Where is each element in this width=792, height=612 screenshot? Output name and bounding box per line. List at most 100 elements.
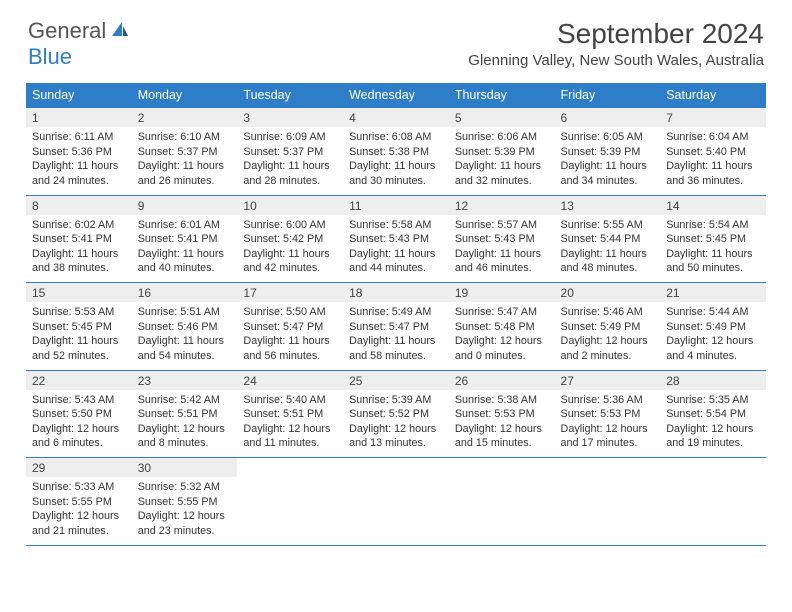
daylight-line: and 48 minutes. (561, 261, 655, 276)
sunset-line: Sunset: 5:43 PM (455, 232, 549, 247)
sunrise-line: Sunrise: 5:44 AM (666, 305, 760, 320)
daylight-line: Daylight: 12 hours (32, 422, 126, 437)
day-info-cell: Sunrise: 5:43 AMSunset: 5:50 PMDaylight:… (26, 390, 132, 458)
daylight-line: and 52 minutes. (32, 349, 126, 364)
daylight-line: and 19 minutes. (666, 436, 760, 451)
day-number-cell (660, 458, 766, 478)
daylight-line: Daylight: 11 hours (561, 247, 655, 262)
day-number-cell: 2 (132, 108, 238, 128)
day-info-cell: Sunrise: 6:09 AMSunset: 5:37 PMDaylight:… (237, 127, 343, 195)
sunrise-line: Sunrise: 6:02 AM (32, 218, 126, 233)
daylight-line: and 36 minutes. (666, 174, 760, 189)
day-info-cell: Sunrise: 6:10 AMSunset: 5:37 PMDaylight:… (132, 127, 238, 195)
day-number-cell: 29 (26, 458, 132, 478)
sunrise-line: Sunrise: 5:40 AM (243, 393, 337, 408)
sunrise-line: Sunrise: 6:11 AM (32, 130, 126, 145)
daylight-line: Daylight: 12 hours (138, 509, 232, 524)
daylight-line: Daylight: 11 hours (349, 159, 443, 174)
sunrise-line: Sunrise: 5:58 AM (349, 218, 443, 233)
day-info-cell: Sunrise: 5:33 AMSunset: 5:55 PMDaylight:… (26, 477, 132, 545)
daylight-line: and 24 minutes. (32, 174, 126, 189)
daylight-line: and 44 minutes. (349, 261, 443, 276)
sunset-line: Sunset: 5:49 PM (666, 320, 760, 335)
daylight-line: and 30 minutes. (349, 174, 443, 189)
day-number-cell: 5 (449, 108, 555, 128)
logo-text-blue: Blue (28, 44, 72, 69)
daylight-line: Daylight: 12 hours (666, 422, 760, 437)
daylight-line: Daylight: 12 hours (349, 422, 443, 437)
day-info-cell: Sunrise: 5:49 AMSunset: 5:47 PMDaylight:… (343, 302, 449, 370)
day-number-cell: 27 (555, 370, 661, 390)
daylight-line: Daylight: 11 hours (561, 159, 655, 174)
daylight-line: and 8 minutes. (138, 436, 232, 451)
daylight-line: and 15 minutes. (455, 436, 549, 451)
sunrise-line: Sunrise: 5:51 AM (138, 305, 232, 320)
daylight-line: Daylight: 12 hours (561, 422, 655, 437)
sunrise-line: Sunrise: 6:10 AM (138, 130, 232, 145)
sunset-line: Sunset: 5:39 PM (455, 145, 549, 160)
day-info-cell: Sunrise: 5:44 AMSunset: 5:49 PMDaylight:… (660, 302, 766, 370)
day-number-cell: 10 (237, 195, 343, 215)
daylight-line: and 26 minutes. (138, 174, 232, 189)
day-number-cell: 23 (132, 370, 238, 390)
day-number-cell: 24 (237, 370, 343, 390)
daylight-line: and 40 minutes. (138, 261, 232, 276)
day-number-cell: 22 (26, 370, 132, 390)
day-number-cell: 20 (555, 283, 661, 303)
sunset-line: Sunset: 5:49 PM (561, 320, 655, 335)
day-number-cell: 6 (555, 108, 661, 128)
daylight-line: and 0 minutes. (455, 349, 549, 364)
day-info-cell: Sunrise: 6:05 AMSunset: 5:39 PMDaylight:… (555, 127, 661, 195)
daynum-row: 15161718192021 (26, 283, 766, 303)
sunrise-line: Sunrise: 5:36 AM (561, 393, 655, 408)
day-number-cell: 28 (660, 370, 766, 390)
sunset-line: Sunset: 5:53 PM (455, 407, 549, 422)
day-number-cell: 8 (26, 195, 132, 215)
day-number-cell: 25 (343, 370, 449, 390)
daylight-line: Daylight: 12 hours (455, 422, 549, 437)
daylight-line: Daylight: 11 hours (349, 247, 443, 262)
day-info-cell: Sunrise: 5:47 AMSunset: 5:48 PMDaylight:… (449, 302, 555, 370)
sunset-line: Sunset: 5:37 PM (138, 145, 232, 160)
day-number-cell: 14 (660, 195, 766, 215)
sunset-line: Sunset: 5:41 PM (138, 232, 232, 247)
day-info-cell: Sunrise: 6:11 AMSunset: 5:36 PMDaylight:… (26, 127, 132, 195)
sunset-line: Sunset: 5:36 PM (32, 145, 126, 160)
sunrise-line: Sunrise: 6:00 AM (243, 218, 337, 233)
day-number-cell (555, 458, 661, 478)
daylight-line: and 21 minutes. (32, 524, 126, 539)
daynum-row: 1234567 (26, 108, 766, 128)
info-row: Sunrise: 6:02 AM Sunset: 5:41 PM Daylight:… (26, 215, 766, 283)
daylight-line: Daylight: 11 hours (32, 159, 126, 174)
day-info-cell: Sunrise: 5:35 AMSunset: 5:54 PMDaylight:… (660, 390, 766, 458)
col-monday: Monday (132, 83, 238, 108)
logo: General (28, 18, 132, 44)
day-info-cell: Sunrise: 6:01 AMSunset: 5:41 PMDaylight:… (132, 215, 238, 283)
day-number-cell (449, 458, 555, 478)
day-number-cell: 7 (660, 108, 766, 128)
daylight-line: and 28 minutes. (243, 174, 337, 189)
day-info-cell: Sunrise: 5:38 AMSunset: 5:53 PMDaylight:… (449, 390, 555, 458)
sunset-line: Sunset: 5:51 PM (243, 407, 337, 422)
day-info-cell: Sunrise: 6:06 AMSunset: 5:39 PMDaylight:… (449, 127, 555, 195)
sunrise-line: Sunrise: 5:43 AM (32, 393, 126, 408)
sunset-line: Sunset: 5:51 PM (138, 407, 232, 422)
daylight-line: Daylight: 11 hours (666, 247, 760, 262)
day-number-cell: 21 (660, 283, 766, 303)
sunrise-line: Sunrise: 5:47 AM (455, 305, 549, 320)
sunrise-line: Sunrise: 6:08 AM (349, 130, 443, 145)
day-info-cell: Sunrise: 5:32 AMSunset: 5:55 PMDaylight:… (132, 477, 238, 545)
calendar-table: Sunday Monday Tuesday Wednesday Thursday… (26, 83, 766, 546)
daylight-line: Daylight: 11 hours (138, 334, 232, 349)
daylight-line: and 58 minutes. (349, 349, 443, 364)
day-number-cell: 19 (449, 283, 555, 303)
day-info-cell: Sunrise: 5:55 AMSunset: 5:44 PMDaylight:… (555, 215, 661, 283)
day-info-cell: Sunrise: 5:51 AMSunset: 5:46 PMDaylight:… (132, 302, 238, 370)
day-info-cell: Sunrise: 6:00 AMSunset: 5:42 PMDaylight:… (237, 215, 343, 283)
daylight-line: and 32 minutes. (455, 174, 549, 189)
sunset-line: Sunset: 5:38 PM (349, 145, 443, 160)
day-number-cell: 3 (237, 108, 343, 128)
daylight-line: Daylight: 12 hours (243, 422, 337, 437)
day-info-cell: Sunrise: 5:58 AMSunset: 5:43 PMDaylight:… (343, 215, 449, 283)
daylight-line: and 42 minutes. (243, 261, 337, 276)
